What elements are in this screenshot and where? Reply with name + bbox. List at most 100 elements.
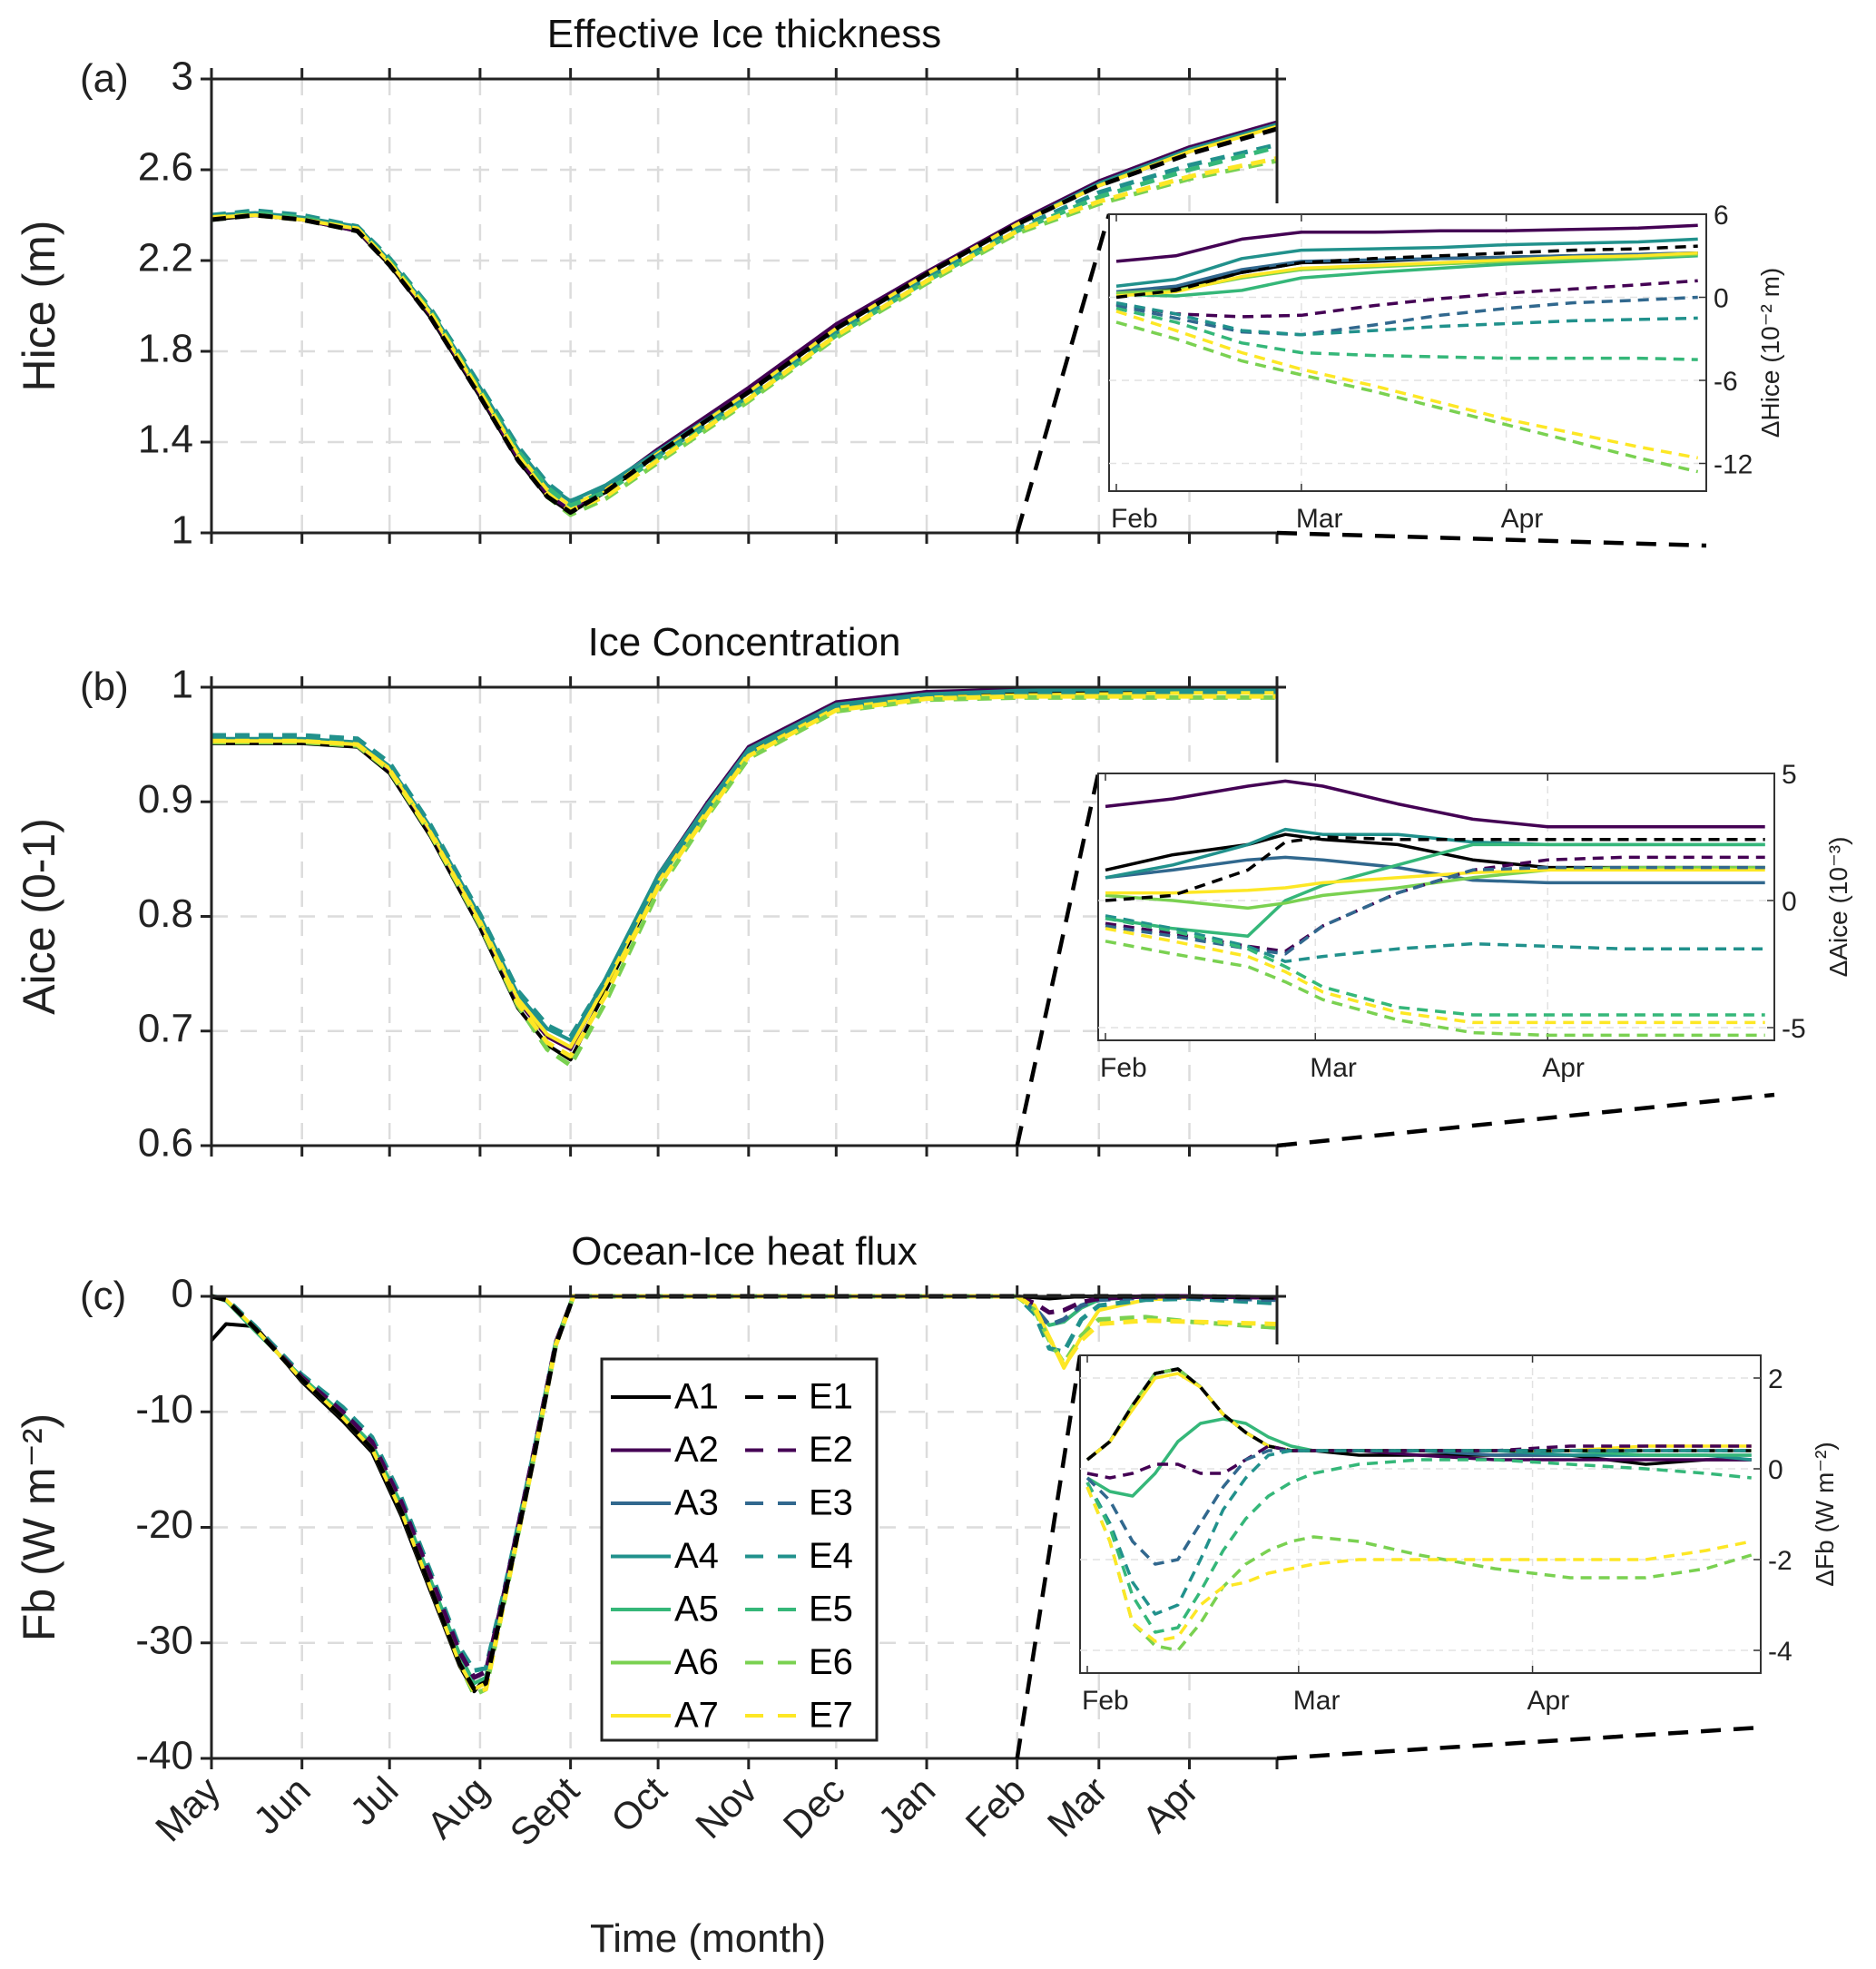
grid	[211, 687, 1277, 1146]
legend-label-E3: E3	[809, 1483, 853, 1523]
y-axis-label: Aice (0-1)	[14, 818, 64, 1015]
panel-b: Ice Concentration (b) 0.6 0.7 0.8 0.9 1 Aice (0…	[14, 620, 1852, 1166]
inset-x-tick-label: Mar	[1293, 1686, 1341, 1716]
inset-series-line-A5	[1105, 842, 1765, 938]
series-line-E1	[211, 126, 1278, 515]
legend-label-E4: E4	[809, 1536, 853, 1576]
inset-y-tick-label: -4	[1768, 1637, 1793, 1667]
inset-series-line-E2	[1115, 279, 1698, 319]
inset-series-line-A7	[1115, 251, 1698, 298]
inset-x-tick-label: Feb	[1100, 1053, 1147, 1083]
inset-y-tick-label: 0	[1768, 1455, 1783, 1485]
x-tick-label: Oct	[603, 1768, 675, 1841]
inset-y-tick-label: -2	[1768, 1546, 1793, 1576]
inset-y-axis-label: ΔAice (10⁻³)	[1824, 837, 1852, 978]
legend-label-E7: E7	[809, 1696, 853, 1736]
zoom-connector-right	[1276, 530, 1707, 548]
legend-label-E2: E2	[809, 1430, 853, 1470]
x-tick-label: Sept	[502, 1768, 588, 1855]
legend-label-E6: E6	[809, 1642, 853, 1682]
inset-y-axis-label: ΔHice (10⁻² m)	[1756, 268, 1784, 438]
zoom-connector-right	[1276, 1092, 1775, 1148]
y-tick-label: 0.6	[138, 1121, 193, 1166]
inset-series-line-E6	[1105, 940, 1765, 1038]
inset-series-line-E5	[1115, 306, 1698, 361]
y-tick-label: 1	[172, 508, 193, 553]
x-tick-label: Feb	[958, 1768, 1034, 1845]
inset-x-tick-label: Apr	[1527, 1686, 1570, 1716]
inset-series-line-E3	[1085, 1449, 1752, 1566]
inset-x-tick-label: Apr	[1542, 1053, 1585, 1083]
x-axis-label: Time (month)	[590, 1916, 826, 1961]
x-tick-label: Dec	[775, 1768, 853, 1846]
inset-series-line-A3	[1105, 855, 1765, 885]
inset-series-line-E7	[1085, 1486, 1753, 1643]
inset-y-axis-label: ΔFb (W m⁻²)	[1811, 1442, 1839, 1586]
x-tick-label: Apr	[1134, 1768, 1205, 1840]
legend-label-A2: A2	[674, 1430, 719, 1470]
inset-series-group	[1105, 779, 1765, 1038]
zoom-connector-right	[1276, 1725, 1762, 1761]
series-line-E2	[211, 1294, 1278, 1680]
inset-c: Feb Mar Apr 2 0 -2 -4 ΔFb (W m⁻²)	[1079, 1354, 1839, 1716]
inset-series-line-E4	[1105, 914, 1765, 963]
series-group	[211, 686, 1277, 1068]
series-line-E7	[211, 694, 1277, 1058]
inset-y-tick-label: -6	[1714, 367, 1738, 397]
inset-series-line-E1	[1115, 244, 1698, 300]
x-tick-label: Aug	[418, 1768, 496, 1846]
y-tick-label: 1.4	[138, 418, 193, 462]
inset-y-tick-label: 0	[1782, 887, 1797, 917]
legend-label-A3: A3	[674, 1483, 719, 1523]
y-tick-label: -30	[135, 1618, 193, 1662]
x-tick-label: May	[147, 1768, 228, 1849]
panel-label: (b)	[80, 665, 129, 709]
legend-label-A5: A5	[674, 1590, 719, 1629]
series-line-E4	[211, 689, 1277, 1039]
inset-y-tick-label: -12	[1714, 450, 1753, 480]
inset-series-line-E3	[1115, 295, 1698, 337]
panel-label: (c)	[80, 1274, 126, 1318]
inset-frame	[1079, 1354, 1762, 1674]
x-tick-label: Jan	[869, 1768, 943, 1842]
inset-series-line-A2	[1115, 223, 1698, 263]
panel-title: Effective Ice thickness	[547, 12, 942, 56]
y-axis-label: Hice (m)	[14, 221, 64, 392]
legend-label-E5: E5	[809, 1590, 853, 1629]
y-tick-label: 3	[172, 54, 193, 99]
inset-series-line-E4	[1115, 300, 1698, 337]
y-tick-label: 0.9	[138, 777, 193, 822]
inset-b: Feb Mar Apr 5 0 -5 ΔAice (10⁻³)	[1097, 760, 1852, 1083]
inset-frame	[1097, 773, 1775, 1041]
x-tick-label: Mar	[1039, 1768, 1115, 1845]
inset-series-line-A2	[1105, 779, 1765, 829]
inset-series-line-E7	[1105, 927, 1765, 1025]
y-tick-label: 0.8	[138, 891, 193, 936]
legend-label-E1: E1	[809, 1377, 853, 1417]
legend-label-A1: A1	[674, 1377, 719, 1417]
inset-series-line-E7	[1115, 310, 1699, 460]
inset-series-line-E2	[1086, 1444, 1752, 1480]
inset-series-line-E6	[1085, 1486, 1753, 1652]
y-axis-label: Fb (W m⁻²)	[14, 1413, 64, 1641]
y-tick-label: 2.2	[138, 236, 193, 281]
panel-title: Ocean-Ice heat flux	[571, 1229, 918, 1274]
inset-y-tick-label: -5	[1782, 1014, 1806, 1044]
panel-label: (a)	[80, 56, 129, 101]
y-tick-label: 1	[172, 663, 193, 707]
inset-y-tick-label: 6	[1714, 201, 1729, 231]
inset-y-tick-label: 5	[1782, 760, 1797, 790]
inset-series-line-A5	[1115, 254, 1698, 298]
y-tick-label: -20	[135, 1502, 193, 1547]
inset-series-line-E1	[1085, 1367, 1752, 1462]
x-tick-label: Nov	[687, 1768, 765, 1846]
inset-y-tick-label: 0	[1714, 284, 1729, 314]
zoom-connector-left	[1015, 773, 1101, 1147]
inset-y-tick-label: 2	[1768, 1364, 1783, 1394]
x-tick-label: Jun	[245, 1768, 319, 1842]
inset-x-tick-label: Feb	[1082, 1686, 1129, 1716]
inset-x-tick-label: Mar	[1310, 1053, 1357, 1083]
legend-label-A4: A4	[674, 1536, 719, 1576]
